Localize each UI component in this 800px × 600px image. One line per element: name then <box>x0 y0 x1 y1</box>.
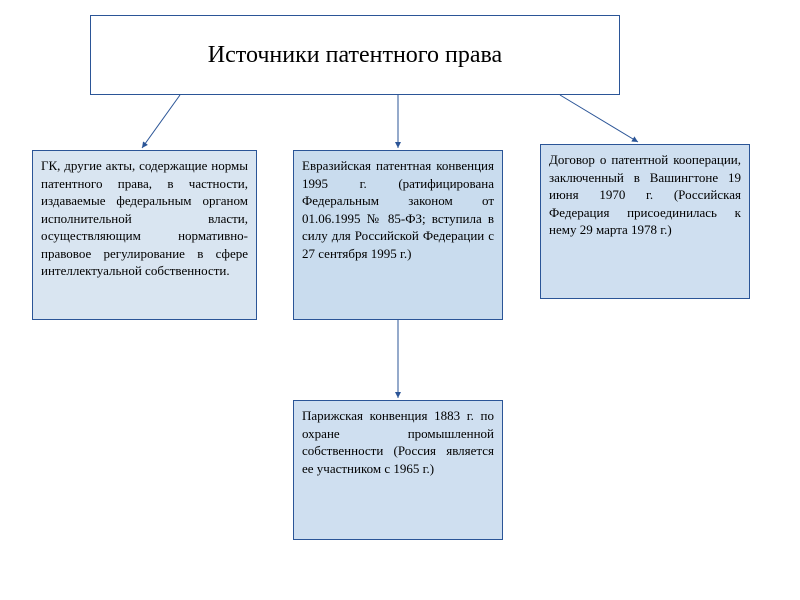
source-box-pct: Договор о патентной кооперации, заключен… <box>540 144 750 299</box>
source-box-eurasian: Евразийская патентная конвенция 1995 г. … <box>293 150 503 320</box>
diagram-title: Источники патентного права <box>208 42 502 69</box>
source-box-paris: Парижская конвенция 1883 г. по охране пр… <box>293 400 503 540</box>
source-text-eurasian: Евразийская патентная конвенция 1995 г. … <box>302 158 494 261</box>
title-box: Источники патентного права <box>90 15 620 95</box>
source-box-gk: ГК, другие акты, содержащие нормы патент… <box>32 150 257 320</box>
source-text-gk: ГК, другие акты, содержащие нормы патент… <box>41 158 248 278</box>
source-text-paris: Парижская конвенция 1883 г. по охране пр… <box>302 408 494 476</box>
arrow-title-to-pct <box>560 95 638 142</box>
source-text-pct: Договор о патентной кооперации, заключен… <box>549 152 741 237</box>
arrow-title-to-gk <box>142 95 180 148</box>
